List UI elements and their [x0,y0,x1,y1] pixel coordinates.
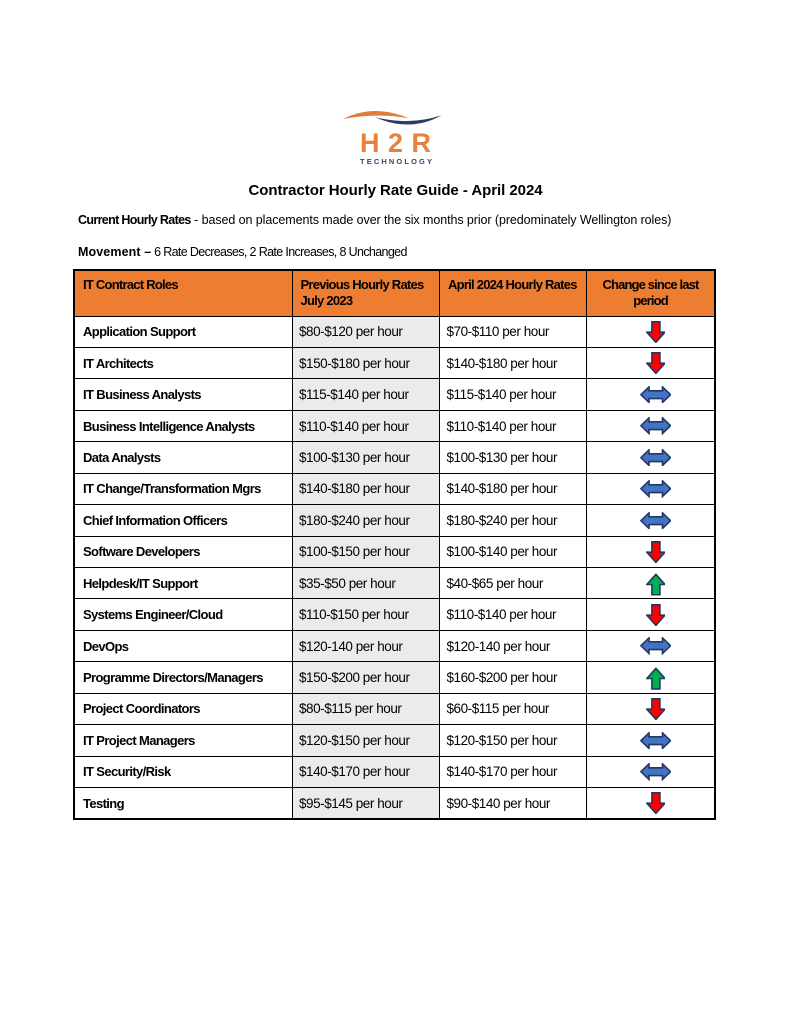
svg-text:H2R: H2R [360,128,431,158]
svg-text:TECHNOLOGY: TECHNOLOGY [360,157,432,166]
